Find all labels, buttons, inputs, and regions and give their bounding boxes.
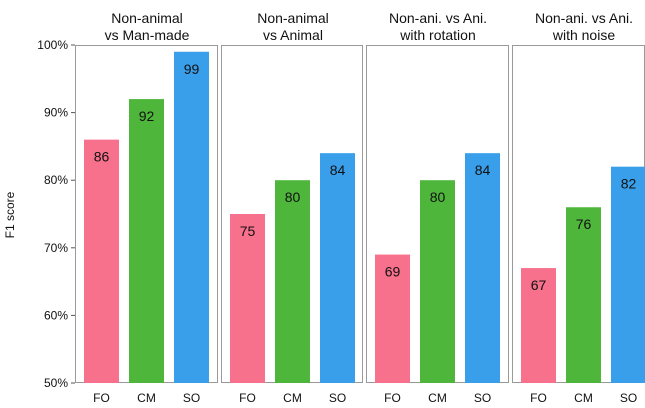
y-tick-label: 90%	[44, 106, 68, 120]
x-tick-label: SO	[183, 391, 200, 405]
x-tick-label: FO	[384, 391, 401, 405]
data-label: 84	[330, 162, 346, 178]
x-tick-label: SO	[620, 391, 637, 405]
panel-title: vs Animal	[263, 27, 323, 43]
y-tick-label: 70%	[44, 241, 68, 255]
panel-title: Non-animal	[111, 10, 183, 26]
data-label: 84	[475, 162, 491, 178]
panel-title: with noise	[552, 27, 615, 43]
data-label: 80	[430, 189, 446, 205]
bar-fo	[375, 254, 410, 383]
panel-title: vs Man-made	[105, 27, 190, 43]
bar-cm	[566, 207, 601, 383]
bar-so	[320, 153, 355, 383]
data-label: 76	[576, 216, 592, 232]
y-tick-label: 60%	[44, 308, 68, 322]
data-label: 92	[139, 108, 155, 124]
data-label: 80	[285, 189, 301, 205]
y-tick-label: 100%	[37, 38, 68, 52]
bar-fo	[84, 139, 119, 383]
x-tick-label: SO	[474, 391, 491, 405]
chart-panel: Non-ani. vs Ani.with rotation 69 FO 80 CM 84 S…	[366, 10, 509, 405]
data-label: 99	[184, 61, 200, 77]
x-tick-label: FO	[530, 391, 547, 405]
y-axis-label: F1 score	[3, 191, 17, 238]
data-label: 86	[94, 149, 110, 165]
bar-so	[174, 51, 209, 383]
x-tick-label: CM	[574, 391, 593, 405]
x-tick-label: FO	[239, 391, 256, 405]
data-label: 75	[240, 223, 256, 239]
y-tick-label: 80%	[44, 173, 68, 187]
y-axis: 50% 60% 70% 80% 90% 100%	[37, 38, 75, 390]
bar-fo	[230, 214, 265, 383]
bar-fo	[521, 268, 556, 383]
bar-so	[611, 166, 645, 383]
data-label: 67	[531, 277, 547, 293]
x-tick-label: SO	[329, 391, 346, 405]
data-label: 82	[621, 176, 637, 192]
bar-so	[465, 153, 500, 383]
y-tick-label: 50%	[44, 376, 68, 390]
bar-cm	[420, 180, 455, 383]
panel-title: Non-ani. vs Ani.	[535, 10, 633, 26]
bar-cm	[275, 180, 310, 383]
data-label: 69	[385, 264, 401, 280]
x-tick-label: CM	[137, 391, 156, 405]
chart-panel: Non-ani. vs Ani.with noise 67 FO 76 CM 82 SO	[512, 10, 645, 405]
x-tick-label: CM	[428, 391, 447, 405]
panel-title: with rotation	[399, 27, 475, 43]
bar-cm	[129, 99, 164, 383]
panel-title: Non-ani. vs Ani.	[389, 10, 487, 26]
x-tick-label: CM	[283, 391, 302, 405]
x-tick-label: FO	[93, 391, 110, 405]
panel-title: Non-animal	[257, 10, 329, 26]
